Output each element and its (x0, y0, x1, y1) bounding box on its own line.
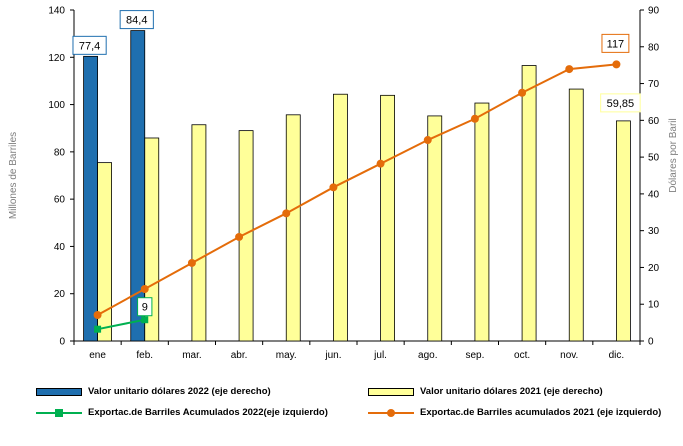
x-tick-label: jul. (373, 350, 387, 361)
data-label-box (601, 33, 630, 53)
point-2021-cumulative (470, 114, 479, 123)
x-tick-label: dic. (609, 350, 625, 361)
legend-swatch-2022-line (36, 408, 82, 418)
x-tick-label: sep. (465, 350, 484, 361)
bar-2021 (380, 94, 395, 342)
x-tick-label: ene (89, 350, 106, 361)
y-right-tick-label: 90 (648, 6, 660, 17)
data-label-box (119, 10, 154, 30)
data-label: 84,4 (119, 10, 154, 30)
y-right-tick-label: 70 (648, 79, 660, 90)
y-right-tick-label: 50 (648, 153, 660, 164)
y-right-tick-label: 60 (648, 116, 660, 127)
bar-2021 (568, 88, 584, 342)
data-label-text: 59,85 (607, 98, 635, 110)
y-left-tick-label: 140 (48, 6, 65, 17)
chart-axes: 0 20 40 60 80 100 120 140 0 10 20 30 40 50 60 70 80 90 ene… (8, 6, 679, 362)
legend-swatch-2021-line (368, 408, 414, 418)
point-2022-cumulative (94, 325, 102, 333)
y-right-tick-label: 10 (648, 300, 660, 311)
legend-label: Exportac.de Barriles acumulados 2021 (ej… (420, 407, 662, 418)
legend-item-2021-cumulative: Exportac.de Barriles acumulados 2021 (ej… (368, 407, 661, 418)
data-label-text: 84,4 (126, 15, 147, 27)
data-label: 77,4 (72, 35, 107, 55)
point-2021-cumulative (423, 136, 432, 145)
legend-item-2022-cumulative: Exportac.de Barriles Acumulados 2022(eje… (36, 407, 328, 418)
y-left-tick-label: 120 (48, 53, 65, 64)
y-right-tick-label: 40 (648, 189, 660, 200)
data-label-box (72, 35, 107, 55)
y-left-tick-label: 40 (54, 242, 66, 253)
y-left-tick-label: 60 (54, 195, 66, 206)
legend-swatch-2022-bar (36, 387, 82, 396)
chart-legend: Valor unitario dólares 2022 (eje derecho… (0, 374, 683, 434)
data-label: 59,85 (600, 93, 641, 113)
legend-label: Valor unitario dólares 2022 (eje derecho… (88, 386, 271, 397)
bar-2021 (521, 65, 537, 342)
chart-lines (93, 60, 621, 333)
point-2021-cumulative (235, 232, 244, 241)
y-right-axis-title: Dólares por Baril (668, 118, 679, 192)
point-2021-cumulative (612, 60, 621, 69)
y-left-tick-label: 100 (48, 100, 65, 111)
bar-2021 (285, 114, 301, 342)
bar-2021 (191, 124, 207, 342)
x-tick-label: mar. (182, 350, 201, 361)
x-tick-label: feb. (136, 350, 153, 361)
point-2021-cumulative (376, 159, 385, 168)
x-tick-label: nov. (560, 350, 578, 361)
chart-bars (83, 30, 631, 342)
point-2021-cumulative (518, 88, 527, 97)
data-label-text: 117 (607, 38, 625, 50)
point-2021-cumulative (329, 183, 338, 192)
x-tick-label: ago. (418, 350, 437, 361)
y-left-tick-label: 0 (59, 337, 65, 348)
chart-canvas: 0 20 40 60 80 100 120 140 0 10 20 30 40 50 60 70 80 90 ene… (8, 6, 679, 362)
data-label-text: 9 (142, 302, 148, 314)
data-label-box (137, 297, 153, 317)
y-left-axis-title: Millones de Barriles (8, 132, 19, 219)
point-2022-cumulative (141, 316, 149, 324)
data-label-text: 77,4 (79, 40, 100, 52)
point-2021-cumulative (282, 209, 291, 218)
x-tick-label: jun. (324, 350, 341, 361)
bar-2021 (97, 162, 112, 342)
x-tick-label: abr. (231, 350, 248, 361)
bar-2022 (83, 55, 98, 342)
y-right-tick-label: 80 (648, 42, 660, 53)
line-2021-cumulative (97, 63, 617, 316)
y-right-tick-label: 0 (648, 337, 654, 348)
point-2021-cumulative (565, 65, 574, 74)
line-2022-cumulative (97, 318, 145, 331)
y-left-tick-label: 80 (54, 147, 66, 158)
point-2021-cumulative (93, 310, 102, 319)
legend-item-2021-unit-value: Valor unitario dólares 2021 (eje derecho… (368, 386, 603, 397)
y-left-tick-label: 20 (54, 289, 66, 300)
data-label: 9 (137, 297, 153, 317)
bar-2021 (474, 102, 490, 342)
y-right-tick-label: 20 (648, 263, 660, 274)
bar-2021 (427, 115, 443, 342)
legend-label: Valor unitario dólares 2021 (eje derecho… (420, 386, 603, 397)
bar-2021 (333, 93, 348, 342)
y-right-tick-label: 30 (648, 226, 660, 237)
legend-label: Exportac.de Barriles Acumulados 2022(eje… (88, 407, 328, 418)
data-label-box (600, 93, 641, 113)
bar-2021 (616, 120, 631, 342)
point-2021-cumulative (187, 258, 196, 267)
chart-data-labels: 77,4 84,4 9 117 59,85 (72, 10, 641, 317)
data-label: 117 (601, 33, 630, 53)
point-2021-cumulative (140, 284, 149, 293)
legend-item-2022-unit-value: Valor unitario dólares 2022 (eje derecho… (36, 386, 271, 397)
legend-swatch-2021-bar (368, 387, 414, 396)
x-tick-label: may. (276, 350, 297, 361)
x-tick-label: oct. (514, 350, 530, 361)
